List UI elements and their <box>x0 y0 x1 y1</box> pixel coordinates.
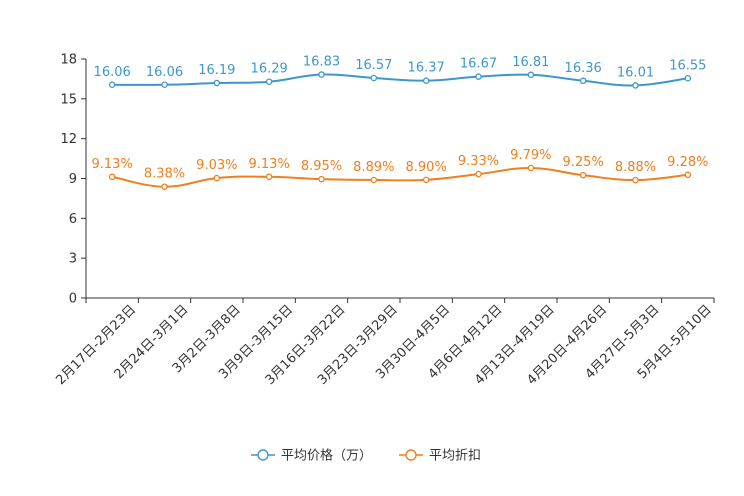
series-0-data-label: 16.01 <box>617 65 654 80</box>
data-labels: 16.06 16.06 16.19 16.29 16.83 16.57 16.37 16.67… <box>92 55 709 182</box>
series-1-point[interactable] <box>422 176 430 184</box>
series-0-data-label: 16.57 <box>355 58 392 73</box>
series-0-data-label: 16.36 <box>565 61 602 76</box>
series-0-point[interactable] <box>161 81 168 89</box>
series-0-data-label: 16.83 <box>303 55 340 70</box>
series-0-data-label: 16.19 <box>198 63 235 78</box>
x-axis: 2月17日-2月23日2月24日-3月1日3月2日-3月8日3月9日-3月15日… <box>53 297 715 388</box>
series-0-data-label: 16.67 <box>460 57 497 72</box>
series-1-point[interactable] <box>579 171 587 179</box>
series-1-data-label: 9.25% <box>563 155 604 170</box>
series-0-point[interactable] <box>475 73 482 80</box>
series-line-1 <box>111 167 688 188</box>
y-tick-label: 6 <box>69 212 77 227</box>
series-1-data-label: 8.88% <box>615 160 656 175</box>
series-0-point[interactable] <box>213 79 221 87</box>
legend-circle-marker <box>257 449 269 461</box>
legend-label: 平均折扣 <box>429 449 481 464</box>
series-1-point[interactable] <box>632 176 639 184</box>
series-1-point[interactable] <box>108 173 116 181</box>
series-1-data-label: 8.95% <box>301 159 342 174</box>
series-0-point[interactable] <box>684 75 692 82</box>
y-axis: 0 3 6 9 12 15 18 <box>60 53 87 307</box>
series-0-point[interactable] <box>265 78 273 85</box>
series-1-data-label: 9.13% <box>92 157 133 172</box>
series-0-data-label: 16.55 <box>669 58 706 73</box>
y-tick-label: 3 <box>69 252 77 267</box>
series-0-data-label: 16.37 <box>408 61 445 76</box>
series-1-point[interactable] <box>527 164 535 172</box>
series-1-point[interactable] <box>684 171 692 179</box>
series-1-point[interactable] <box>161 183 168 190</box>
legend[interactable]: 平均价格（万） 平均折扣 <box>251 448 481 464</box>
legend-item-1[interactable]: 平均折扣 <box>399 449 481 464</box>
series-lines <box>108 71 692 190</box>
series-line-0 <box>112 73 688 87</box>
series-1-point[interactable] <box>318 175 325 183</box>
y-tick-label: 12 <box>60 132 77 147</box>
series-0-data-label: 16.81 <box>512 55 549 70</box>
legend-item-0[interactable]: 平均价格（万） <box>251 448 372 464</box>
series-1-data-label: 9.79% <box>510 148 551 163</box>
series-1-data-label: 8.89% <box>353 160 394 175</box>
y-tick-label: 9 <box>69 172 77 187</box>
series-1-point[interactable] <box>213 174 221 182</box>
series-1-data-label: 9.03% <box>196 158 237 173</box>
y-tick-label: 0 <box>69 292 77 307</box>
series-1-point[interactable] <box>475 170 482 178</box>
series-0-point[interactable] <box>422 77 430 84</box>
series-0-data-label: 16.06 <box>94 65 131 80</box>
series-1-data-label: 8.38% <box>144 167 185 182</box>
series-1-point[interactable] <box>370 176 378 184</box>
series-0-point[interactable] <box>108 81 116 89</box>
series-0-point[interactable] <box>318 71 325 78</box>
series-0-data-label: 16.29 <box>251 62 288 77</box>
series-0-point[interactable] <box>527 71 535 79</box>
series-0-point[interactable] <box>370 74 378 82</box>
series-0-data-label: 16.06 <box>146 65 183 80</box>
series-0-point[interactable] <box>632 82 639 89</box>
legend-circle-marker <box>405 449 417 461</box>
series-1-data-label: 9.28% <box>667 155 708 170</box>
series-0-point[interactable] <box>579 77 587 85</box>
series-1-data-label: 9.13% <box>249 157 290 172</box>
y-tick-label: 15 <box>60 92 77 107</box>
y-tick-label: 18 <box>60 53 77 68</box>
series-1-point[interactable] <box>265 173 273 181</box>
legend-label: 平均价格（万） <box>281 448 372 464</box>
series-1-data-label: 9.33% <box>458 154 499 169</box>
series-1-data-label: 8.90% <box>406 160 447 175</box>
